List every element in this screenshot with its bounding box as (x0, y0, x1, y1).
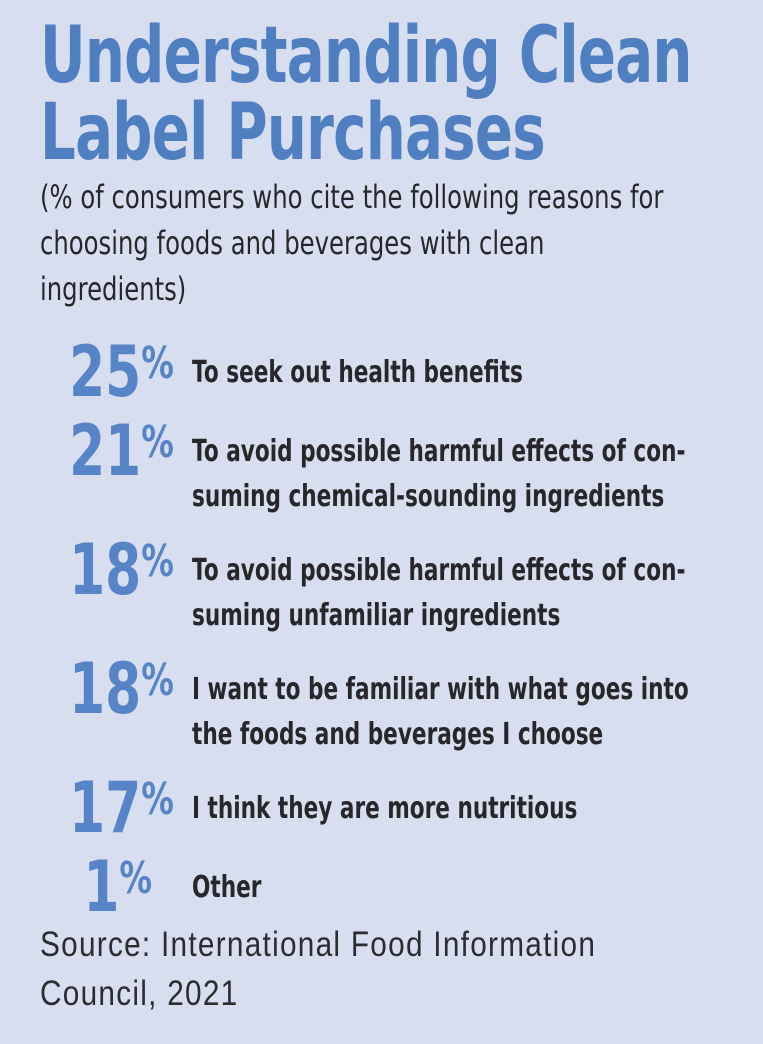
title-line-1: Understanding Clean (40, 11, 692, 101)
percent-sign: % (141, 536, 174, 587)
stat-value: 1% (69, 851, 152, 922)
stat-value: 18% (69, 653, 174, 724)
stat-row-health-benefits: 25% To seek out health benefits (40, 336, 763, 407)
stat-row-unfamiliar-ingredients: 18% To avoid possible harmful effects of… (40, 534, 763, 638)
stat-value: 18% (69, 534, 174, 605)
stat-row-more-nutritious: 17% I think they are more nutritious (40, 772, 763, 843)
percent-sign: % (141, 655, 174, 706)
stat-value: 21% (69, 415, 174, 486)
stat-number: 18 (69, 529, 142, 611)
stat-number: 18 (69, 648, 142, 730)
stat-value: 17% (69, 772, 174, 843)
stat-number: 21 (69, 410, 142, 492)
stat-row-familiarity: 18% I want to be familiar with what goes… (40, 653, 763, 757)
chart-subtitle: (% of consumers who cite the following r… (40, 178, 664, 308)
stat-row-chemical-sounding: 21% To avoid possible harmful effects of… (40, 415, 763, 519)
stat-reason: To seek out health benefits (192, 355, 523, 390)
title-line-2: Label Purchases (40, 88, 546, 178)
stat-reason: To avoid possible harmful effects of con… (192, 434, 686, 514)
page-title: Understanding Clean Label Purchases (40, 11, 763, 178)
stat-list: 25% To seek out health benefits 21% To a… (40, 336, 763, 930)
stat-number: 25 (69, 331, 142, 413)
stat-number: 17 (69, 767, 142, 849)
percent-sign: % (141, 417, 174, 468)
stat-reason: Other (192, 870, 262, 905)
stat-value: 25% (69, 336, 174, 407)
percent-sign: % (141, 774, 174, 825)
percent-sign: % (141, 338, 174, 389)
stat-reason: To avoid possible harmful effects of con… (192, 553, 686, 633)
stat-number: 1 (83, 846, 120, 928)
stat-reason: I think they are more nutritious (192, 791, 578, 826)
stat-reason: I want to be familiar with what goes int… (192, 672, 689, 752)
percent-sign: % (119, 853, 152, 904)
stat-row-other: 1% Other (40, 851, 763, 922)
source-attribution: Source: International Food Information C… (40, 925, 597, 1013)
